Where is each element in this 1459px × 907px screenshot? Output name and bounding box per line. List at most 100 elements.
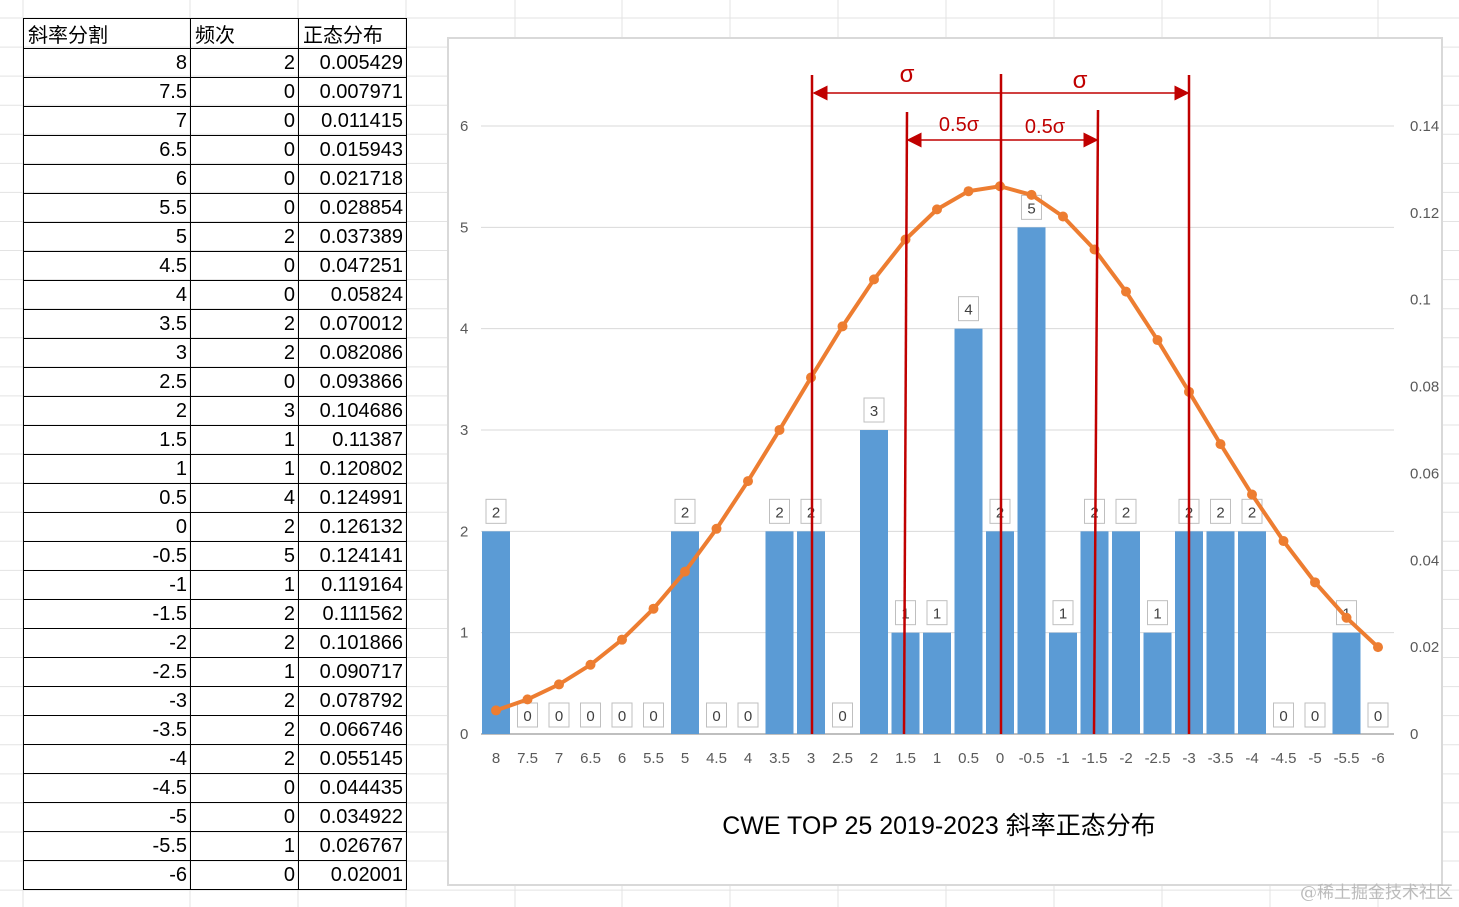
- table-cell[interactable]: 0.119164: [298, 570, 407, 600]
- line-point[interactable]: [1121, 286, 1131, 297]
- bar[interactable]: [1143, 632, 1172, 734]
- table-cell[interactable]: 0: [190, 193, 299, 223]
- table-cell[interactable]: 0: [190, 773, 299, 803]
- table-cell[interactable]: 0.5: [23, 483, 191, 513]
- line-point[interactable]: [932, 204, 942, 215]
- table-cell[interactable]: 4: [23, 280, 191, 310]
- table-cell[interactable]: 6: [23, 164, 191, 194]
- table-cell[interactable]: 2: [190, 48, 299, 78]
- bar[interactable]: [923, 632, 951, 734]
- table-cell[interactable]: 4.5: [23, 251, 191, 281]
- table-cell[interactable]: 0.120802: [298, 454, 407, 484]
- line-point[interactable]: [585, 659, 596, 670]
- table-cell[interactable]: 6.5: [23, 135, 191, 165]
- table-cell[interactable]: -4: [23, 744, 191, 774]
- bar[interactable]: [765, 531, 794, 734]
- bar[interactable]: [1206, 531, 1235, 734]
- table-cell[interactable]: 1: [23, 454, 191, 484]
- bar[interactable]: [1112, 531, 1140, 734]
- table-cell[interactable]: 2: [190, 512, 299, 542]
- bar[interactable]: [482, 531, 510, 734]
- table-cell[interactable]: 0.021718: [298, 164, 407, 194]
- table-cell[interactable]: 0.034922: [298, 802, 407, 832]
- line-point[interactable]: [1215, 439, 1226, 450]
- table-cell[interactable]: 0.126132: [298, 512, 407, 542]
- table-cell[interactable]: 2: [190, 715, 299, 745]
- table-cell[interactable]: 0.090717: [298, 657, 407, 687]
- table-cell[interactable]: 5.5: [23, 193, 191, 223]
- table-cell[interactable]: 2: [190, 686, 299, 716]
- table-cell[interactable]: 0: [190, 164, 299, 194]
- line-point[interactable]: [648, 603, 659, 614]
- table-cell[interactable]: -1.5: [23, 599, 191, 629]
- chart[interactable]: 0 1 2 3 4 5 6 0 0.02 0.04 0.06 0.08 0.1 0.12 0.14 8 7.5 7…: [447, 37, 1443, 886]
- table-cell[interactable]: 0.044435: [298, 773, 407, 803]
- table-cell[interactable]: 0: [190, 106, 299, 136]
- table-cell[interactable]: 2: [190, 309, 299, 339]
- table-cell[interactable]: 0.05824: [298, 280, 407, 310]
- table-cell[interactable]: 4: [190, 483, 299, 513]
- table-cell[interactable]: 0.005429: [298, 48, 407, 78]
- line-point[interactable]: [743, 476, 753, 487]
- table-cell[interactable]: 7: [23, 106, 191, 136]
- table-cell[interactable]: 1: [190, 570, 299, 600]
- table-cell[interactable]: 0.047251: [298, 251, 407, 281]
- table-cell[interactable]: 0.124141: [298, 541, 407, 571]
- bar[interactable]: [860, 430, 888, 734]
- bar[interactable]: [1238, 531, 1266, 734]
- column-header[interactable]: 频次: [190, 18, 299, 49]
- line-point[interactable]: [963, 186, 974, 197]
- table-cell[interactable]: 3.5: [23, 309, 191, 339]
- column-header[interactable]: 斜率分割: [23, 18, 191, 49]
- table-cell[interactable]: 0: [190, 135, 299, 165]
- table-cell[interactable]: 0.101866: [298, 628, 407, 658]
- table-cell[interactable]: 2: [190, 599, 299, 629]
- table-cell[interactable]: 0.015943: [298, 135, 407, 165]
- table-cell[interactable]: 0.093866: [298, 367, 407, 397]
- table-cell[interactable]: 0.011415: [298, 106, 407, 136]
- line-point[interactable]: [1341, 612, 1352, 623]
- table-cell[interactable]: 0: [190, 280, 299, 310]
- bar[interactable]: [1332, 632, 1361, 734]
- table-cell[interactable]: 0.007971: [298, 77, 407, 107]
- table-cell[interactable]: -2: [23, 628, 191, 658]
- line-point[interactable]: [1058, 211, 1068, 222]
- table-cell[interactable]: -6: [23, 860, 191, 890]
- bar[interactable]: [671, 531, 699, 734]
- bar[interactable]: [1049, 632, 1077, 734]
- table-cell[interactable]: 0: [190, 251, 299, 281]
- table-cell[interactable]: 1: [190, 425, 299, 455]
- column-header[interactable]: 正态分布: [298, 18, 407, 49]
- table-cell[interactable]: 2: [190, 338, 299, 368]
- table-cell[interactable]: 0: [190, 860, 299, 890]
- table-cell[interactable]: 0.11387: [298, 425, 407, 455]
- table-cell[interactable]: 0.082086: [298, 338, 407, 368]
- table-cell[interactable]: 0.104686: [298, 396, 407, 426]
- table-cell[interactable]: 3: [190, 396, 299, 426]
- line-point[interactable]: [711, 523, 722, 534]
- table-cell[interactable]: 0: [190, 367, 299, 397]
- table-cell[interactable]: 1.5: [23, 425, 191, 455]
- table-cell[interactable]: -1: [23, 570, 191, 600]
- line-point[interactable]: [1026, 189, 1037, 200]
- line-point[interactable]: [491, 705, 501, 716]
- table-cell[interactable]: 0: [190, 77, 299, 107]
- table-cell[interactable]: -0.5: [23, 541, 191, 571]
- table-cell[interactable]: -2.5: [23, 657, 191, 687]
- table-cell[interactable]: 0.02001: [298, 860, 407, 890]
- table-cell[interactable]: 2: [23, 396, 191, 426]
- table-cell[interactable]: 0: [23, 512, 191, 542]
- table-cell[interactable]: 0.070012: [298, 309, 407, 339]
- table-cell[interactable]: 8: [23, 48, 191, 78]
- table-cell[interactable]: -4.5: [23, 773, 191, 803]
- table-cell[interactable]: 0.028854: [298, 193, 407, 223]
- table-cell[interactable]: 5: [190, 541, 299, 571]
- line-point[interactable]: [680, 566, 690, 577]
- table-cell[interactable]: -3: [23, 686, 191, 716]
- table-cell[interactable]: 0.066746: [298, 715, 407, 745]
- line-point[interactable]: [554, 679, 564, 690]
- table-cell[interactable]: 0.055145: [298, 744, 407, 774]
- table-cell[interactable]: 0.124991: [298, 483, 407, 513]
- line-point[interactable]: [869, 274, 879, 285]
- line-point[interactable]: [837, 321, 848, 332]
